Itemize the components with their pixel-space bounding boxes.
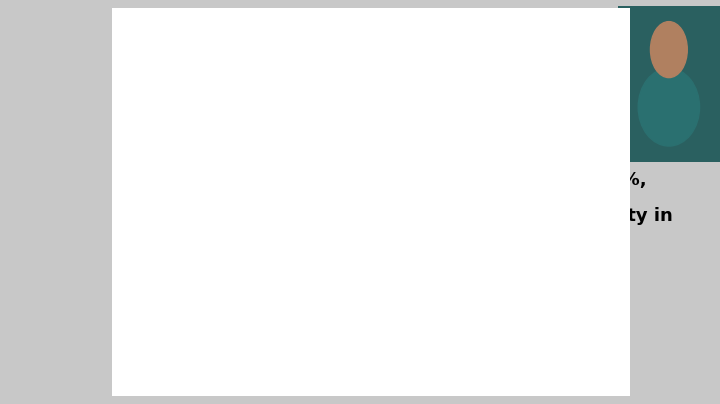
Text: – Lymph nodes in 62.4%, of the liver in 21.2%,: – Lymph nodes in 62.4%, of the liver in … xyxy=(179,171,647,189)
Text: • CMC:: • CMC: xyxy=(138,278,210,297)
Ellipse shape xyxy=(638,68,700,146)
Text: – 10/77 patients (12.9%): – 10/77 patients (12.9%) xyxy=(179,357,426,375)
Text: Indian Data: Indian Data xyxy=(276,45,466,73)
Circle shape xyxy=(650,21,688,78)
Text: – Small dataset (Credit: Dr Thambu/ Dr Josh): – Small dataset (Credit: Dr Thambu/ Dr J… xyxy=(179,318,629,337)
Text: 2.7%: 2.7% xyxy=(199,242,248,260)
Text: Centre):: Centre): xyxy=(173,131,260,150)
Text: •  4.5% of all cancers (B. Baruah Cancer: • 4.5% of all cancers (B. Baruah Cancer xyxy=(138,95,560,114)
Text: of the bone in 8.8%, of the peritoneal cavity in: of the bone in 8.8%, of the peritoneal c… xyxy=(199,207,672,225)
